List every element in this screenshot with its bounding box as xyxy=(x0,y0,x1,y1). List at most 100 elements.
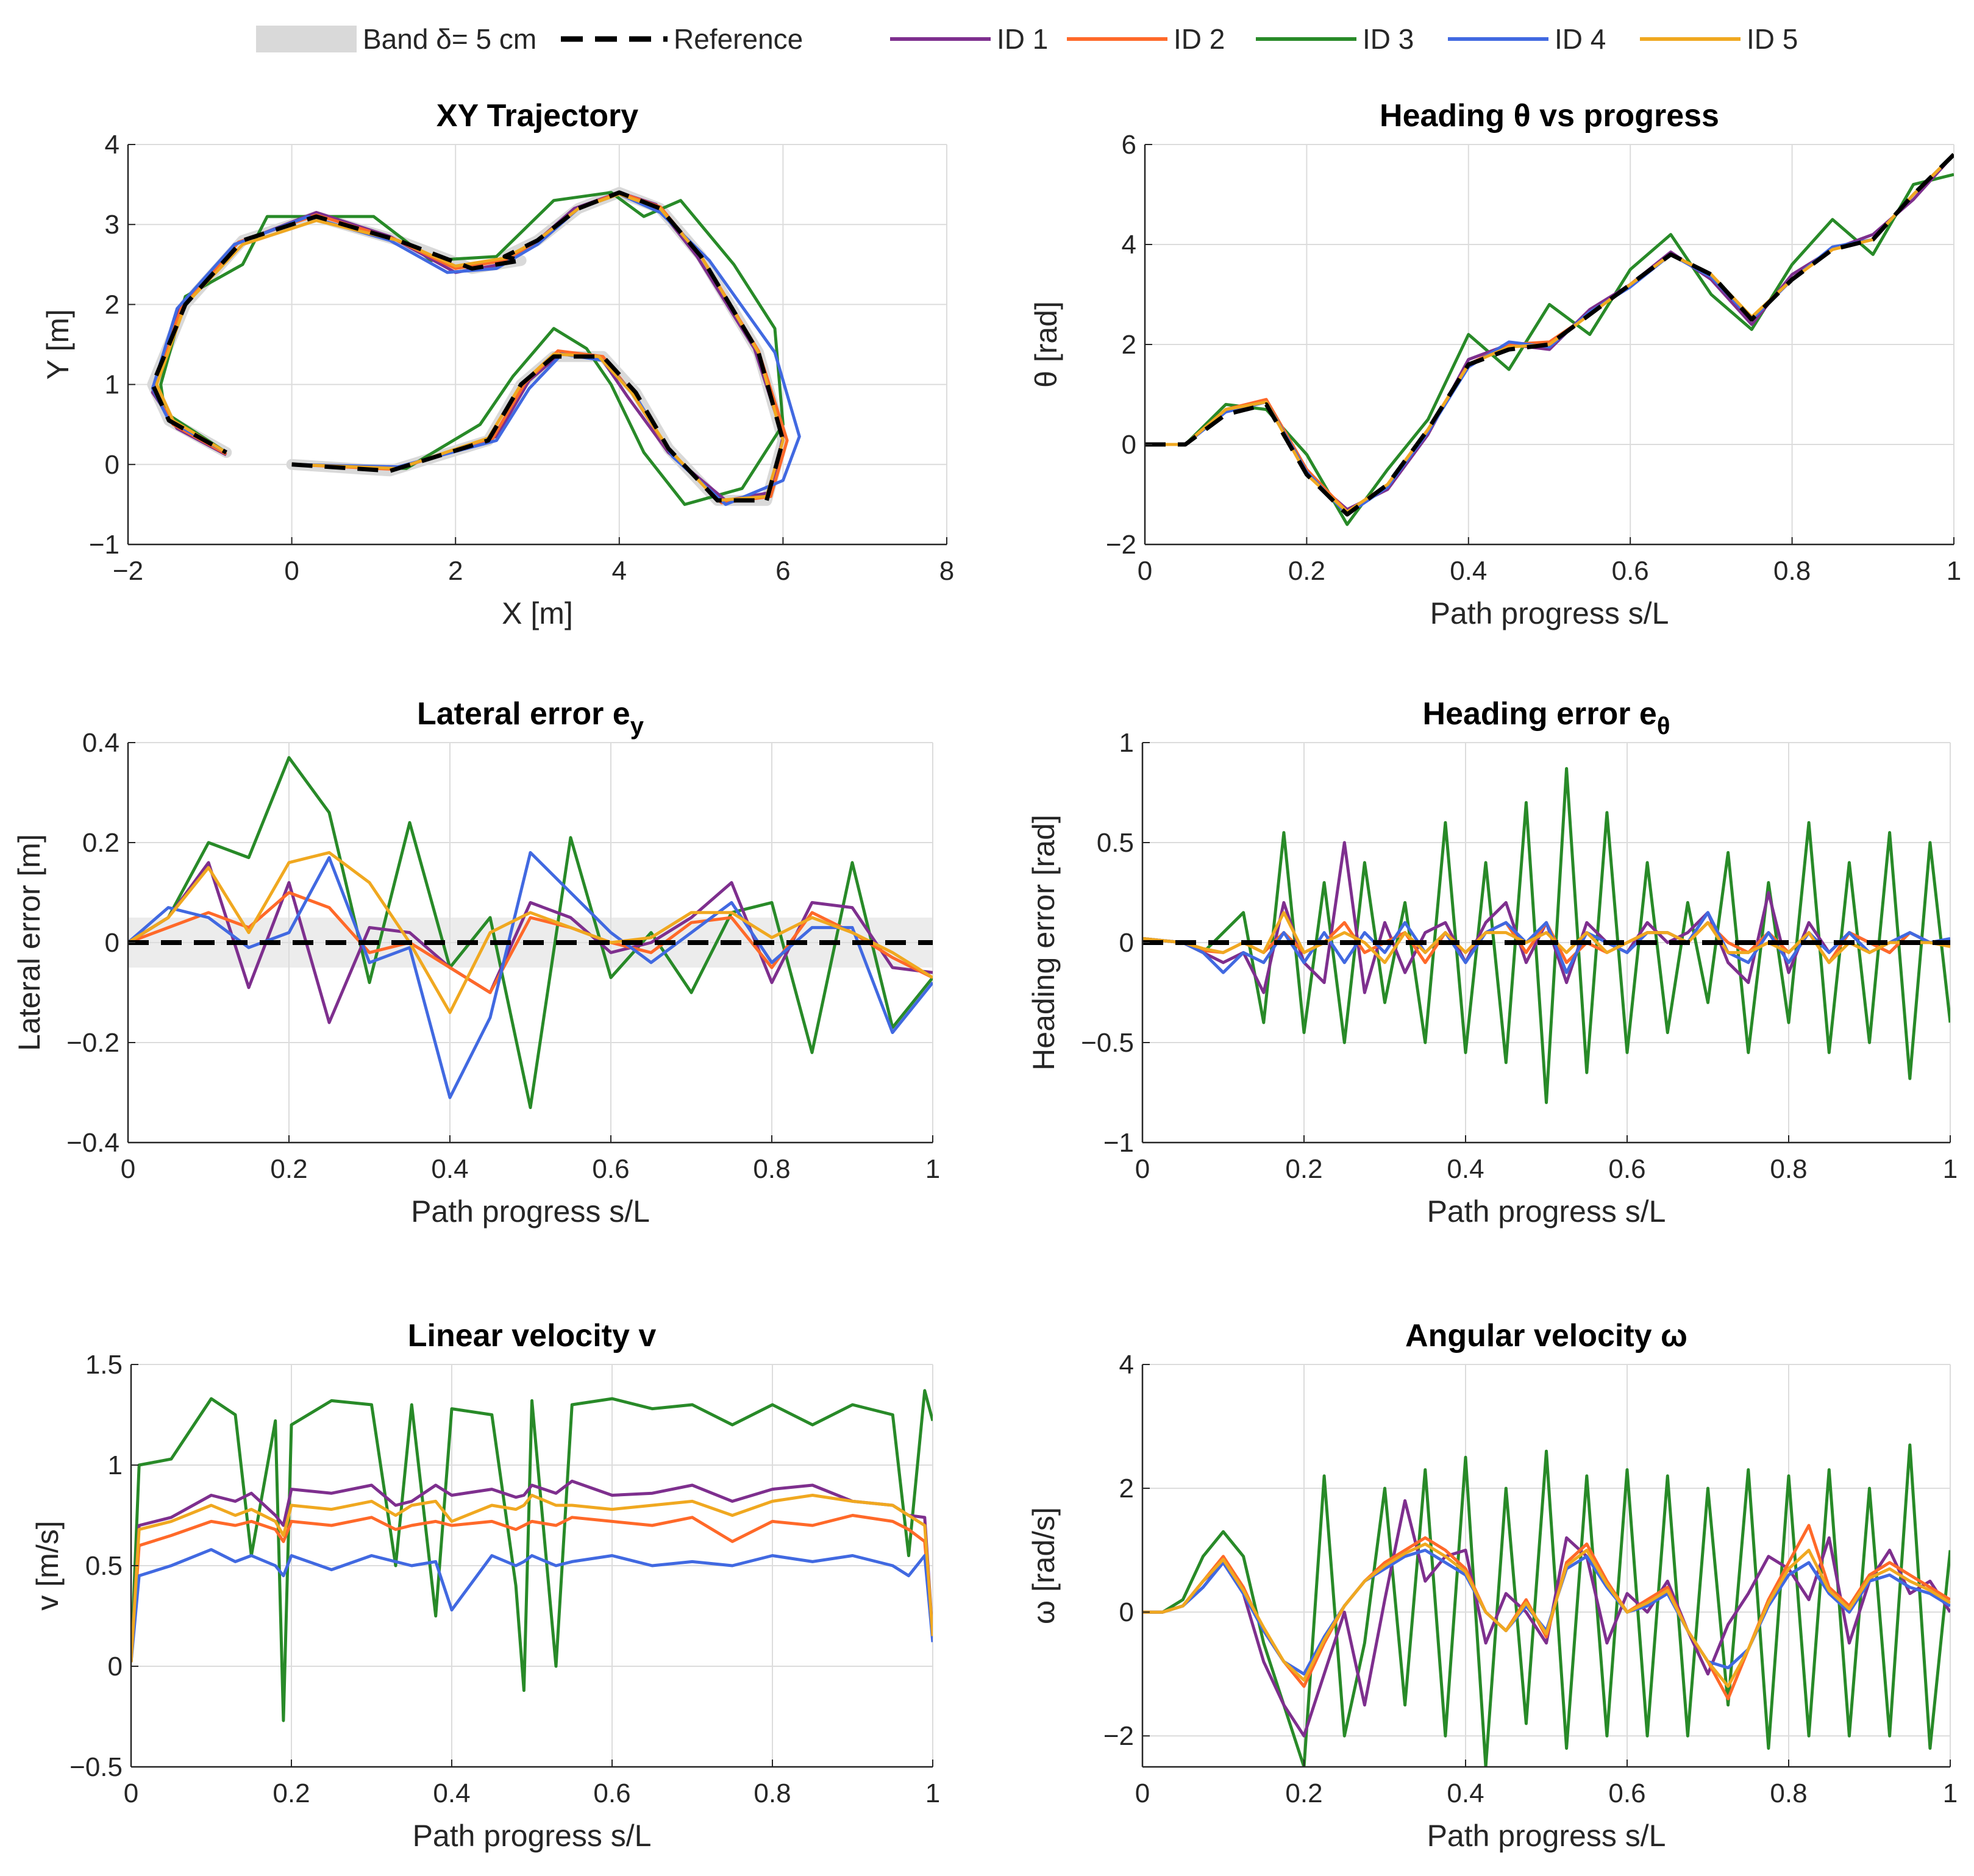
legend-swatch-band xyxy=(256,26,357,52)
x-tick-label: 0.8 xyxy=(753,1154,790,1184)
y-tick-label: 0.5 xyxy=(85,1551,123,1581)
y-tick-label: 0.5 xyxy=(1097,828,1134,858)
plot-area xyxy=(128,144,947,544)
chart-title-subscript: θ xyxy=(1657,713,1670,740)
x-tick-label: 0.2 xyxy=(273,1778,310,1808)
x-tick-label: 0.2 xyxy=(1288,556,1325,586)
x-axis-label: X [m] xyxy=(502,596,573,630)
y-tick-label: 0.4 xyxy=(82,728,119,758)
series-line-id-3 xyxy=(128,756,933,1110)
x-tick-label: 0.4 xyxy=(1447,1154,1484,1184)
legend-entry-id-3: ID 3 xyxy=(1256,23,1414,55)
series-line-id-1 xyxy=(131,1479,933,1663)
y-tick-label: −0.4 xyxy=(66,1128,119,1158)
x-axis-label: Path progress s/L xyxy=(413,1819,652,1853)
legend-label: Reference xyxy=(674,23,803,55)
legend: Band δ= 5 cm Reference ID 1 ID 2 ID 3 ID 4 ID … xyxy=(256,23,1798,55)
y-axis-label: Y [m] xyxy=(41,309,75,380)
y-tick-label: −0.2 xyxy=(66,1028,119,1058)
chart-title: Linear velocity v xyxy=(408,1318,657,1354)
x-tick-label: 0.4 xyxy=(1447,1778,1484,1808)
y-tick-label: 2 xyxy=(105,290,119,319)
y-tick-label: 0 xyxy=(1122,430,1136,460)
data-layer xyxy=(1145,152,1954,526)
y-tick-label: 0 xyxy=(1119,1597,1134,1627)
chart-title-subscript: y xyxy=(630,713,644,740)
series-line-id-2 xyxy=(131,1514,933,1663)
x-tick-label: 0.8 xyxy=(1770,1778,1807,1808)
x-tick-label: 0 xyxy=(1135,1778,1150,1808)
x-tick-label: 2 xyxy=(448,556,463,586)
series-line-id-4 xyxy=(131,1548,933,1663)
data-layer xyxy=(147,187,801,506)
chart-title: XY Trajectory xyxy=(436,98,639,134)
x-tick-label: 1 xyxy=(1943,1154,1958,1184)
y-axis-label: Lateral error [m] xyxy=(12,834,46,1051)
y-tick-label: −2 xyxy=(1106,530,1136,560)
reference-line xyxy=(1145,152,1954,517)
series-line-id-1 xyxy=(1142,1499,1950,1738)
series-line-id-3 xyxy=(1142,767,1950,1104)
y-tick-label: 1 xyxy=(108,1450,123,1480)
x-tick-label: 0.2 xyxy=(270,1154,307,1184)
legend-label: ID 3 xyxy=(1363,23,1414,55)
legend-label: ID 2 xyxy=(1174,23,1225,55)
y-tick-label: 1 xyxy=(1119,728,1134,758)
x-tick-label: 0.4 xyxy=(431,1154,468,1184)
plot-area xyxy=(1142,1364,1950,1767)
panel-4: 0 0.2 0.4 0.6 0.8 1 −1 −0.5 0 0.5 1 Path progress s… xyxy=(1027,696,1958,1229)
gridlines xyxy=(130,1364,933,1767)
x-tick-label: 0.6 xyxy=(1612,556,1649,586)
x-tick-label: 0 xyxy=(1135,1154,1150,1184)
y-axis-label: ω [rad/s] xyxy=(1027,1507,1061,1624)
y-tick-label: 1 xyxy=(105,370,119,400)
legend-entry-id-5: ID 5 xyxy=(1640,23,1798,55)
x-tick-label: 0 xyxy=(121,1154,135,1184)
y-tick-label: 4 xyxy=(1122,230,1136,260)
panel-3: 0 0.2 0.4 0.6 0.8 1 −0.4 −0.2 0 0.2 0.4 Path progre… xyxy=(12,696,940,1229)
y-tick-label: −0.5 xyxy=(1081,1028,1134,1058)
legend-entry-id-4: ID 4 xyxy=(1448,23,1606,55)
x-tick-label: 0.4 xyxy=(433,1778,470,1808)
y-axis-label: θ [rad] xyxy=(1029,301,1063,388)
x-tick-label: 0.6 xyxy=(1608,1778,1645,1808)
x-tick-label: 0.2 xyxy=(1285,1778,1322,1808)
chart-title: Heading θ vs progress xyxy=(1380,98,1719,134)
x-tick-label: 1 xyxy=(1943,1778,1958,1808)
data-layer xyxy=(131,1389,933,1722)
y-tick-label: 6 xyxy=(1122,130,1136,160)
x-tick-label: 8 xyxy=(939,556,954,586)
x-axis-label: Path progress s/L xyxy=(1427,1194,1666,1229)
x-tick-label: 0.8 xyxy=(1770,1154,1807,1184)
x-tick-label: 0.6 xyxy=(1608,1154,1645,1184)
data-layer xyxy=(1142,767,1950,1104)
legend-label: ID 1 xyxy=(997,23,1048,55)
x-tick-label: 0.4 xyxy=(1450,556,1487,586)
data-layer xyxy=(128,756,933,1110)
x-axis-label: Path progress s/L xyxy=(411,1194,650,1229)
x-axis-label: Path progress s/L xyxy=(1430,596,1669,630)
x-tick-label: 0 xyxy=(1138,556,1152,586)
x-tick-label: 0.6 xyxy=(592,1154,629,1184)
legend-label: ID 4 xyxy=(1555,23,1606,55)
series-line-id-3 xyxy=(1142,1443,1950,1767)
y-tick-label: 0 xyxy=(108,1652,123,1682)
y-tick-label: 0 xyxy=(1119,928,1134,958)
legend-entry-id-2: ID 2 xyxy=(1067,23,1225,55)
x-tick-label: 0.8 xyxy=(1773,556,1811,586)
y-tick-label: 4 xyxy=(105,130,119,160)
chart-title: Angular velocity ω xyxy=(1405,1318,1687,1354)
x-tick-label: 1 xyxy=(925,1778,940,1808)
y-tick-label: 3 xyxy=(105,210,119,240)
x-tick-label: −2 xyxy=(113,556,143,586)
x-tick-label: 1 xyxy=(925,1154,940,1184)
y-axis-label: Heading error [rad] xyxy=(1027,815,1061,1071)
x-axis-label: Path progress s/L xyxy=(1427,1819,1666,1853)
x-tick-label: 6 xyxy=(775,556,790,586)
legend-entry-id-1: ID 1 xyxy=(890,23,1048,55)
y-tick-label: 0.2 xyxy=(82,828,119,858)
panel-1: −2 0 2 4 6 8 −1 0 1 2 3 4 X [m] Y [m] XY Trajectory xyxy=(41,98,954,630)
